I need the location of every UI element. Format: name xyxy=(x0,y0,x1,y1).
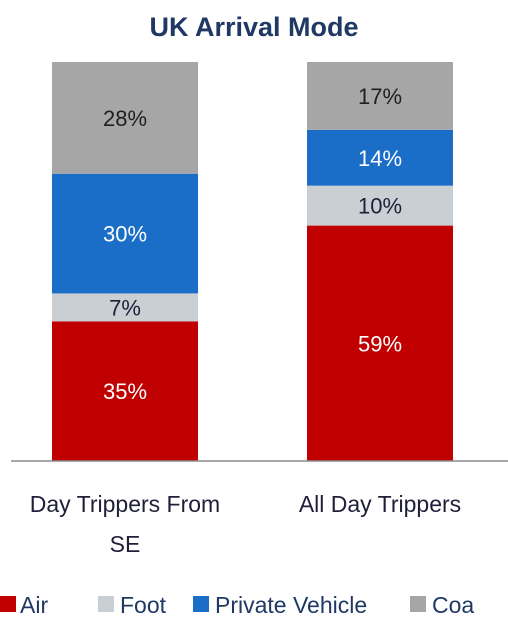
bar-segment-foot-2 xyxy=(307,185,453,226)
category-label: All Day Trippers xyxy=(299,491,461,517)
chart-title: UK Arrival Mode xyxy=(149,12,358,42)
category-label: Day Trippers From xyxy=(30,491,220,517)
bar-segment-private-vehicle-2 xyxy=(307,129,453,186)
data-label: 7% xyxy=(109,295,141,320)
data-label: 10% xyxy=(358,194,402,219)
legend-swatch-air xyxy=(0,596,16,612)
bar-segment-coach-1 xyxy=(52,62,198,174)
bar-segment-air-1 xyxy=(52,321,198,461)
category-labels: Day Trippers From SE All Day Trippers xyxy=(30,491,461,557)
data-label: 28% xyxy=(103,106,147,131)
category-label: SE xyxy=(110,531,141,557)
bar-segment-foot-1 xyxy=(52,293,198,322)
data-label: 17% xyxy=(358,84,402,109)
legend-label: Private Vehicle xyxy=(215,592,367,618)
data-label: 35% xyxy=(103,379,147,404)
data-label: 30% xyxy=(103,222,147,247)
legend-swatch-foot xyxy=(98,596,114,612)
bar-segment-private-vehicle-1 xyxy=(52,173,198,294)
data-label: 14% xyxy=(358,146,402,171)
legend-swatch-private-vehicle xyxy=(193,596,209,612)
bars: 35% 7% 30% 28% 59% 10% 14% 17% xyxy=(52,62,453,461)
bar-segment-coach-2 xyxy=(307,62,453,130)
legend-label: Foot xyxy=(120,592,167,618)
data-label: 59% xyxy=(358,331,402,356)
legend: Air Foot Private Vehicle Coa xyxy=(0,592,474,618)
legend-label: Air xyxy=(20,592,48,618)
bar-segment-air-2 xyxy=(307,225,453,461)
legend-swatch-coach xyxy=(410,596,426,612)
legend-label: Coa xyxy=(432,592,474,618)
